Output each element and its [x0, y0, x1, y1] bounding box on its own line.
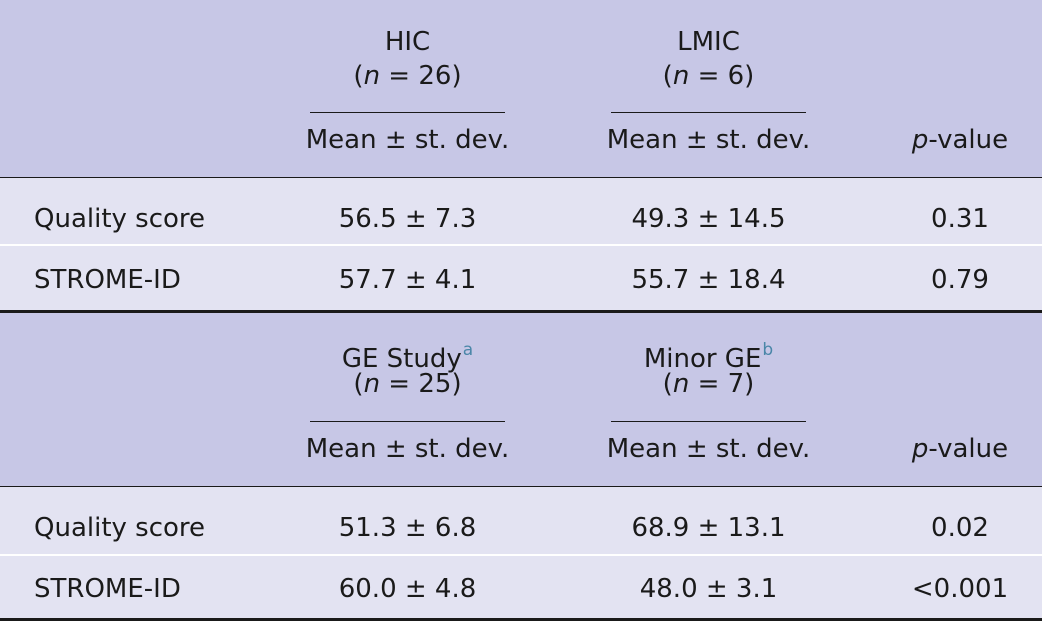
n-label: n: [363, 369, 381, 399]
ge-study-group-underline: [310, 421, 505, 422]
p-value: 0.31: [931, 204, 989, 234]
section-divider: [0, 310, 1042, 313]
section2-body: [0, 487, 1042, 618]
p-value-header: p-value: [895, 124, 1025, 156]
lmic-value: 49.3 ± 14.5: [631, 204, 786, 234]
lmic-group-n: (n = 6): [662, 61, 755, 91]
minor-ge-value: 48.0 ± 3.1: [639, 574, 778, 604]
hic-value: 57.7 ± 4.1: [338, 265, 477, 295]
hic-subheader: Mean ± st. dev.: [305, 125, 510, 155]
section2-header: [0, 313, 1042, 486]
ge-study-value: 60.0 ± 4.8: [338, 574, 477, 604]
ge-study-value: 51.3 ± 6.8: [338, 513, 477, 543]
minor-ge-group-underline: [611, 421, 806, 422]
p-value-header: p-value: [895, 433, 1025, 465]
hic-value: 56.5 ± 7.3: [338, 204, 477, 234]
ge-study-title-text: GE Study: [341, 344, 462, 374]
p-value: 0.79: [931, 265, 989, 295]
hic-group-n: (n = 26): [353, 61, 462, 91]
section2-row-separator: [0, 554, 1042, 556]
section2-header-rule: [0, 486, 1042, 487]
n-label: n: [672, 369, 690, 399]
n-value: = 6): [689, 61, 755, 91]
row-label: Quality score: [34, 204, 206, 234]
minor-ge-group-title: Minor GEb: [611, 334, 806, 375]
p-italic: p: [911, 125, 929, 155]
p-italic: p: [911, 434, 929, 464]
lmic-group-underline: [611, 112, 806, 113]
p-rest: -value: [928, 434, 1009, 464]
n-value: = 25): [380, 369, 462, 399]
hic-group-underline: [310, 112, 505, 113]
section1-header: [0, 0, 1042, 178]
ge-study-group-title: GE Studya: [310, 334, 505, 375]
minor-ge-group-n: (n = 7): [662, 369, 755, 399]
footnote-marker-a: a: [462, 340, 474, 360]
p-value: 0.02: [931, 513, 989, 543]
n-value: = 26): [380, 61, 462, 91]
section1-row-separator: [0, 244, 1042, 246]
lmic-subheader: Mean ± st. dev.: [606, 125, 811, 155]
table-bottom-rule: [0, 618, 1042, 621]
lmic-group-title: LMIC: [677, 27, 740, 57]
row-label: Quality score: [34, 513, 206, 543]
p-value: <0.001: [911, 574, 1009, 604]
minor-ge-value: 68.9 ± 13.1: [631, 513, 786, 543]
minor-ge-subheader: Mean ± st. dev.: [606, 434, 811, 464]
lmic-value: 55.7 ± 18.4: [631, 265, 786, 295]
footnote-marker-b: b: [762, 340, 774, 360]
ge-study-subheader: Mean ± st. dev.: [305, 434, 510, 464]
ge-study-group-n: (n = 25): [353, 369, 462, 399]
row-label: STROME-ID: [34, 574, 181, 604]
p-rest: -value: [928, 125, 1009, 155]
minor-ge-title-text: Minor GE: [643, 344, 762, 374]
n-value: = 7): [689, 369, 755, 399]
n-label: n: [672, 61, 690, 91]
section1-header-rule: [0, 177, 1042, 178]
n-label: n: [363, 61, 381, 91]
hic-group-title: HIC: [384, 27, 431, 57]
row-label: STROME-ID: [34, 265, 181, 295]
